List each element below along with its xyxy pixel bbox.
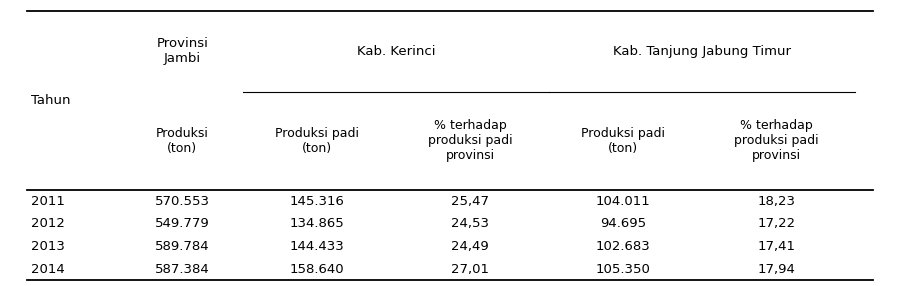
Text: % terhadap
produksi padi
provinsi: % terhadap produksi padi provinsi — [734, 119, 819, 162]
Text: % terhadap
produksi padi
provinsi: % terhadap produksi padi provinsi — [428, 119, 513, 162]
Text: 17,41: 17,41 — [757, 240, 796, 253]
Text: 104.011: 104.011 — [596, 195, 651, 208]
Text: Produksi padi
(ton): Produksi padi (ton) — [581, 127, 665, 155]
Text: 2014: 2014 — [32, 263, 65, 275]
Text: 570.553: 570.553 — [155, 195, 210, 208]
Text: 589.784: 589.784 — [155, 240, 210, 253]
Text: 105.350: 105.350 — [596, 263, 651, 275]
Text: 18,23: 18,23 — [757, 195, 796, 208]
Text: 144.433: 144.433 — [290, 240, 345, 253]
Text: 2013: 2013 — [32, 240, 66, 253]
Text: 25,47: 25,47 — [451, 195, 490, 208]
Text: 134.865: 134.865 — [290, 217, 345, 231]
Text: 2011: 2011 — [32, 195, 66, 208]
Text: 158.640: 158.640 — [290, 263, 345, 275]
Text: 2012: 2012 — [32, 217, 66, 231]
Text: 587.384: 587.384 — [155, 263, 210, 275]
Text: 24,53: 24,53 — [451, 217, 490, 231]
Text: 17,22: 17,22 — [757, 217, 796, 231]
Text: Produksi padi
(ton): Produksi padi (ton) — [275, 127, 359, 155]
Text: 27,01: 27,01 — [451, 263, 490, 275]
Text: Kab. Kerinci: Kab. Kerinci — [356, 45, 436, 58]
Text: 549.779: 549.779 — [155, 217, 210, 231]
Text: 102.683: 102.683 — [596, 240, 651, 253]
Text: Produksi
(ton): Produksi (ton) — [156, 127, 209, 155]
Text: Provinsi
Jambi: Provinsi Jambi — [157, 37, 208, 65]
Text: 145.316: 145.316 — [290, 195, 345, 208]
Text: 17,94: 17,94 — [757, 263, 796, 275]
Text: 24,49: 24,49 — [452, 240, 489, 253]
Text: 94.695: 94.695 — [600, 217, 646, 231]
Text: Kab. Tanjung Jabung Timur: Kab. Tanjung Jabung Timur — [613, 45, 791, 58]
Text: Tahun: Tahun — [32, 94, 71, 107]
